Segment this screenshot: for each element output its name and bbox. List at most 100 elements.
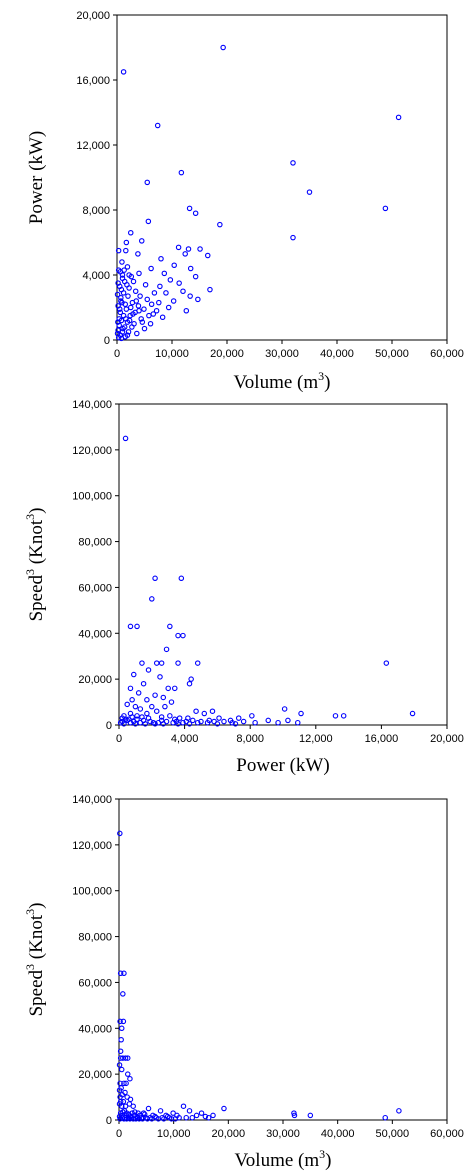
- data-point: [120, 290, 127, 296]
- data-point: [167, 713, 173, 719]
- data-point: [145, 667, 152, 673]
- data-point: [118, 294, 124, 301]
- data-point: [123, 306, 130, 312]
- data-point: [131, 671, 137, 678]
- data-point: [148, 301, 155, 307]
- points-group: [117, 435, 416, 727]
- x-tick-label: 60,000: [430, 1128, 464, 1140]
- y-axis-title-text: Speed: [26, 574, 47, 621]
- y-tick-label: 140,000: [72, 399, 112, 411]
- data-point: [205, 1114, 212, 1121]
- data-point: [175, 244, 182, 251]
- y-tick-label: 60,000: [78, 582, 112, 594]
- chart-3: 0 10,000 20,000 30,000 40,000 50,000 60,000 0 20…: [23, 794, 464, 1171]
- data-point: [117, 283, 123, 290]
- data-point: [114, 291, 121, 298]
- data-point: [141, 1111, 148, 1118]
- y-axis-title-close: ): [26, 903, 47, 909]
- data-point: [332, 713, 339, 719]
- data-point: [150, 311, 157, 317]
- data-point: [135, 303, 142, 309]
- data-point: [123, 239, 130, 246]
- data-point: [176, 280, 182, 286]
- data-point: [157, 283, 163, 290]
- y-tick-label: 140,000: [72, 794, 112, 806]
- data-point: [123, 316, 129, 322]
- data-point: [161, 270, 168, 277]
- y-tick-label: 60,000: [78, 977, 112, 989]
- data-point: [148, 265, 154, 272]
- data-point: [128, 304, 134, 311]
- data-point: [210, 1112, 216, 1119]
- points-group: [114, 44, 402, 342]
- data-point: [291, 1110, 297, 1116]
- data-point: [163, 290, 169, 296]
- data-point: [192, 273, 199, 280]
- data-point: [154, 122, 161, 129]
- data-point: [240, 718, 247, 725]
- data-point: [141, 306, 147, 312]
- data-point: [140, 1110, 147, 1116]
- data-point: [124, 1055, 131, 1061]
- data-point: [123, 1112, 129, 1119]
- x-tick-label: 20,000: [430, 733, 464, 745]
- x-tick-label: 0: [116, 733, 122, 745]
- y-tick-label: 0: [106, 1115, 112, 1127]
- data-point: [165, 304, 172, 311]
- data-point: [144, 179, 151, 186]
- data-point: [175, 660, 181, 666]
- chart-1: 0 10,000 20,000 30,000 40,000 50,000 60,000 0 4,…: [26, 10, 464, 393]
- y-tick-label: 0: [106, 720, 112, 732]
- data-point: [290, 160, 296, 166]
- y-tick-label: 120,000: [72, 840, 112, 852]
- data-point: [217, 221, 223, 228]
- data-point: [151, 290, 158, 296]
- data-point: [155, 719, 162, 726]
- data-point: [132, 1109, 138, 1115]
- data-point: [139, 660, 145, 666]
- data-point: [193, 1112, 200, 1119]
- data-point: [128, 1113, 134, 1120]
- data-point: [156, 299, 162, 306]
- data-point: [142, 281, 149, 288]
- data-point: [125, 329, 132, 335]
- data-point: [137, 719, 144, 726]
- data-point: [123, 1080, 129, 1087]
- data-point: [141, 325, 148, 332]
- data-point: [139, 714, 145, 720]
- data-point: [216, 715, 222, 721]
- y-axis-title: Speed3 (Knot3): [23, 903, 47, 1017]
- x-tick-label: 0: [114, 348, 120, 360]
- data-point: [142, 721, 148, 727]
- data-point: [139, 238, 145, 244]
- data-point: [135, 1110, 141, 1116]
- x-tick-label: 30,000: [266, 1128, 300, 1140]
- data-point: [186, 721, 193, 727]
- data-point: [281, 706, 288, 712]
- data-point: [221, 718, 227, 725]
- x-tick-label: 20,000: [210, 348, 244, 360]
- data-point: [180, 632, 186, 639]
- data-point: [118, 335, 125, 342]
- x-axis-title-sup: 3: [319, 1147, 325, 1161]
- data-point: [157, 1108, 164, 1114]
- x-axis-title-text: Volume (m: [234, 372, 319, 393]
- data-point: [117, 309, 124, 316]
- y-tick-label: 8,000: [82, 205, 110, 217]
- y-axis-title-text: (Knot: [26, 914, 47, 964]
- data-point: [180, 288, 186, 294]
- y-axis-title: Power (kW): [26, 131, 47, 224]
- data-point: [164, 1113, 171, 1120]
- data-point: [265, 717, 271, 724]
- data-point: [221, 1105, 227, 1112]
- data-point: [306, 189, 313, 195]
- data-point: [396, 1108, 402, 1114]
- data-point: [185, 715, 191, 721]
- data-point: [290, 234, 296, 241]
- data-point: [127, 1075, 133, 1082]
- data-point: [167, 277, 174, 283]
- data-point: [118, 1103, 125, 1109]
- data-point: [124, 1071, 131, 1077]
- data-point: [128, 230, 134, 236]
